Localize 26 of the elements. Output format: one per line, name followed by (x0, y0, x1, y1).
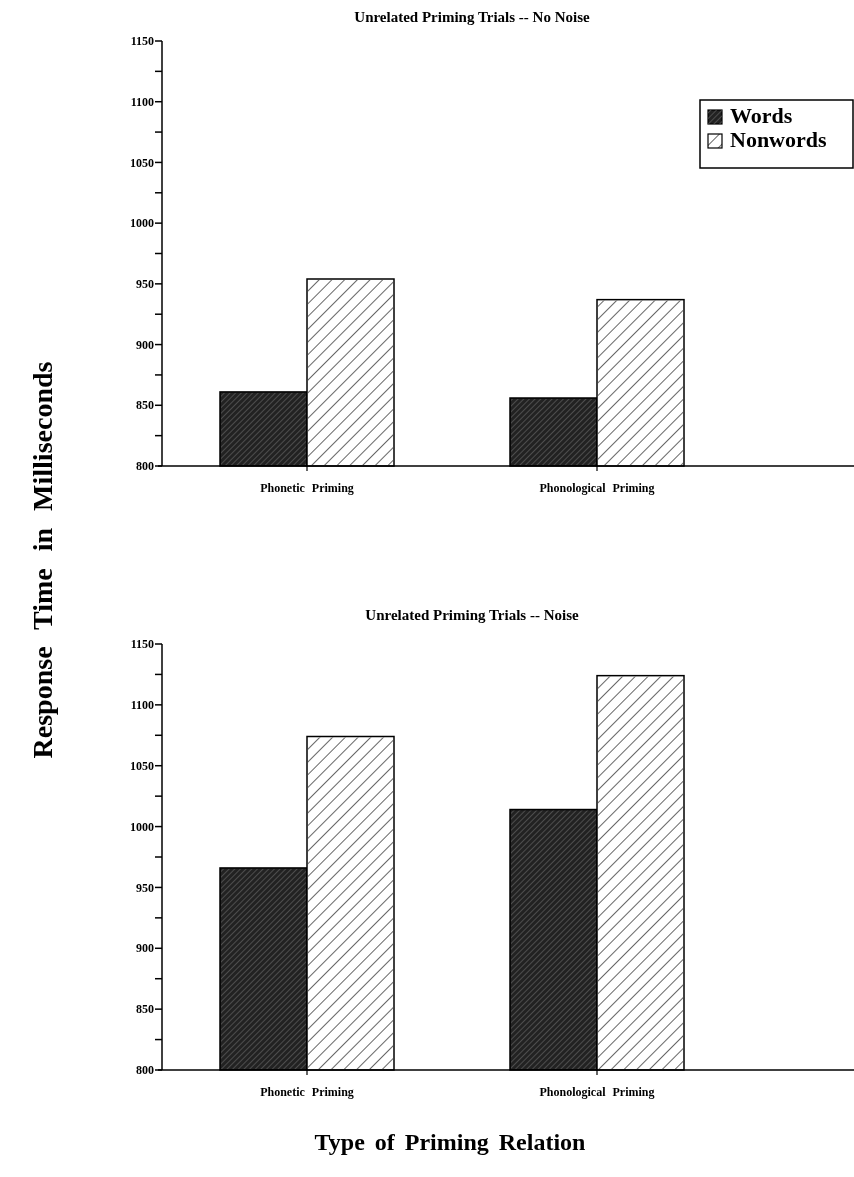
x-tick-label: Phonetic Priming (260, 481, 354, 495)
y-tick-label: 850 (136, 398, 154, 413)
x-tick-label: Phonological Priming (539, 481, 655, 495)
y-tick-label: 1100 (130, 94, 154, 109)
y-tick-label: 950 (136, 880, 154, 895)
y-tick-label: 1050 (130, 758, 154, 773)
x-tick-label: Phonological Priming (539, 1085, 655, 1099)
y-tick-label: 850 (136, 1002, 154, 1017)
y-tick-label: 1000 (130, 819, 154, 834)
y-tick-label: 1050 (130, 155, 154, 170)
legend-label: Words (730, 103, 793, 128)
chart-title: Unrelated Priming Trials -- No Noise (354, 9, 591, 25)
legend-label: Nonwords (730, 127, 828, 152)
y-tick-label: 900 (136, 337, 154, 352)
y-tick-label: 1100 (130, 698, 154, 713)
y-tick-label: 1150 (130, 34, 154, 49)
y-axis-title: Response Time in Milliseconds (27, 361, 58, 759)
y-tick-label: 800 (136, 1063, 154, 1078)
y-tick-label: 950 (136, 277, 154, 292)
y-tick-label: 1150 (130, 637, 154, 652)
y-tick-label: 900 (136, 941, 154, 956)
x-tick-label: Phonetic Priming (260, 1085, 354, 1099)
y-tick-label: 800 (136, 459, 154, 474)
chart-title: Unrelated Priming Trials -- Noise (365, 607, 579, 623)
x-axis-title: Type of Priming Relation (314, 1129, 586, 1155)
y-tick-label: 1000 (130, 216, 154, 231)
